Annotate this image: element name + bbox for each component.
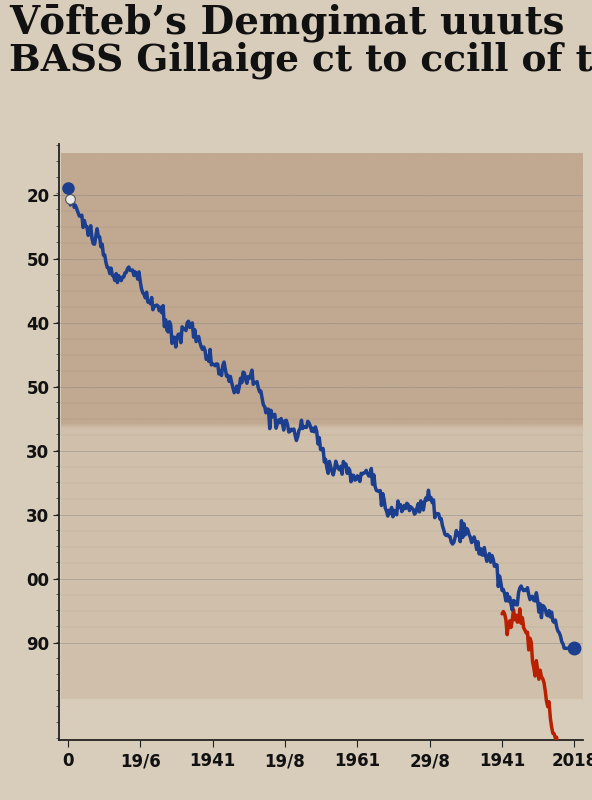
Text: Vōfteb’s Demgimat uuuts: Vōfteb’s Demgimat uuuts	[9, 4, 564, 42]
Text: BASS Gillaige ct to ccill of tiff 8: BASS Gillaige ct to ccill of tiff 8	[9, 42, 592, 79]
